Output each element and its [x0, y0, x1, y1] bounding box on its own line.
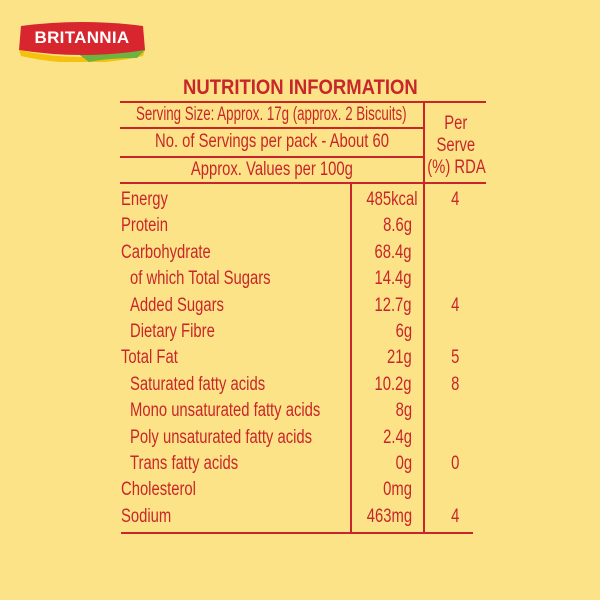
nutrient-name: Trans fatty acids [130, 453, 239, 474]
nutrient-value: 485kcal [366, 189, 418, 210]
nutrient-value: 14.4g [374, 268, 412, 290]
nutrient-name: Poly unsaturated fatty acids [130, 426, 313, 448]
column-divider [423, 101, 425, 534]
nutrient-rda: 8 [450, 373, 460, 395]
rda-header-line: (%) RDA [426, 157, 486, 178]
rda-header-line: Per [444, 113, 468, 134]
nutrition-title: NUTRITION INFORMATION [182, 76, 418, 99]
nutrient-rda: 5 [450, 347, 460, 369]
nutrient-value: 68.4g [374, 241, 412, 263]
nutrient-name: Carbohydrate [121, 241, 211, 263]
nutrient-name: Added Sugars [130, 294, 224, 316]
logo-shape-icon [19, 22, 145, 63]
serving-size: Serving Size: Approx. 17g (approx. 2 Bis… [136, 104, 407, 125]
nutrient-rda: 4 [450, 294, 460, 316]
divider [120, 127, 425, 129]
values-per-100g: Approx. Values per 100g [190, 159, 353, 180]
nutrient-value: 10.2g [374, 373, 412, 395]
nutrient-name: Protein [121, 215, 168, 237]
nutrient-value: 8g [395, 400, 412, 422]
nutrient-name: Mono unsaturated fatty acids [130, 400, 321, 422]
nutrient-value: 12.7g [374, 294, 412, 316]
nutrient-name: Dietary Fibre [130, 321, 215, 342]
nutrient-value: 463mg [366, 505, 412, 527]
nutrient-value: 21g [387, 347, 412, 369]
nutrient-name: Total Fat [121, 347, 178, 369]
nutrient-name: Sodium [121, 505, 172, 527]
nutrient-rda: 4 [450, 505, 460, 527]
divider [120, 182, 486, 184]
nutrient-value: 0mg [383, 479, 412, 501]
logo-text: BRITANNIA [34, 28, 130, 47]
nutrient-name: Cholesterol [121, 479, 196, 501]
table-border-bottom [121, 532, 473, 534]
nutrient-value: 6g [395, 321, 412, 342]
servings-per-pack: No. of Servings per pack - About 60 [154, 131, 389, 152]
table-border-top [120, 101, 486, 103]
nutrient-name: of which Total Sugars [130, 268, 271, 290]
rda-header-line: Serve [436, 135, 476, 156]
nutrient-name: Energy [121, 189, 168, 210]
nutrient-value: 8.6g [383, 215, 412, 237]
nutrient-value: 2.4g [383, 426, 412, 448]
britannia-logo: BRITANNIA [17, 20, 147, 63]
column-divider [350, 182, 352, 534]
nutrient-rda: 4 [450, 189, 460, 210]
nutrient-rda: 0 [450, 453, 460, 474]
nutrient-name: Saturated fatty acids [130, 373, 266, 395]
nutrient-value: 0g [395, 453, 412, 474]
divider [120, 156, 425, 158]
